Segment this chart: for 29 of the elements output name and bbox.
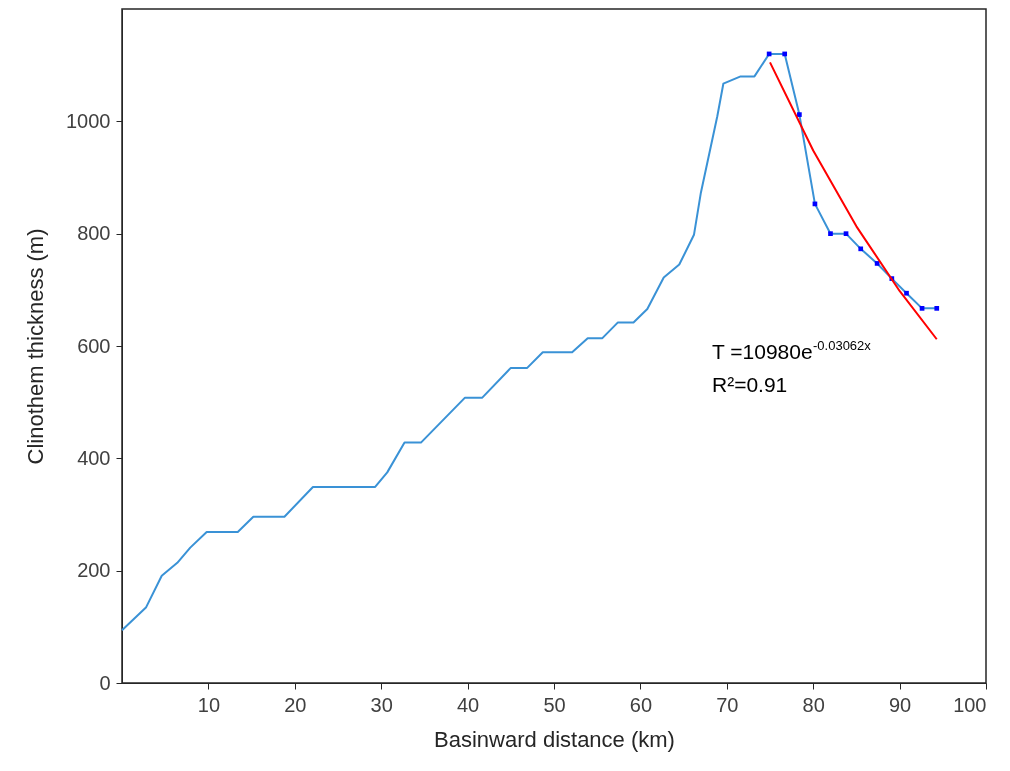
x-tick-label: 80 (802, 693, 825, 716)
point (843, 231, 849, 237)
point (934, 306, 940, 311)
y-tick-label: 800 (77, 222, 111, 245)
y-axis-title: Clinothem thickness (m) (23, 228, 49, 465)
point (828, 231, 833, 237)
y-tick-label: 400 (77, 446, 111, 469)
point (874, 261, 880, 266)
x-tick-label: 90 (888, 693, 912, 716)
x-tick-label: 50 (543, 693, 566, 716)
x-tick-label: 10 (197, 693, 221, 716)
y-tick-label: 200 (77, 559, 111, 582)
x-tick-label: 30 (370, 693, 393, 716)
y-tick-label: 1000 (66, 109, 111, 132)
point (919, 306, 925, 311)
x-tick-label: 70 (716, 693, 739, 716)
point (904, 290, 909, 296)
x-tick-label: 40 (456, 693, 480, 716)
point (797, 112, 802, 117)
x-axis-title: Basinward distance (km) (434, 726, 675, 752)
y-tick-label: 0 (99, 671, 111, 694)
point (858, 246, 864, 252)
annotation: R²=0.91 (712, 373, 788, 396)
x-tick-label: 100 (953, 693, 987, 716)
point (782, 51, 788, 57)
y-tick-label: 600 (77, 334, 111, 357)
x-tick-label: 20 (284, 693, 307, 716)
x-tick-label: 60 (629, 693, 653, 716)
line-series (769, 61, 938, 341)
